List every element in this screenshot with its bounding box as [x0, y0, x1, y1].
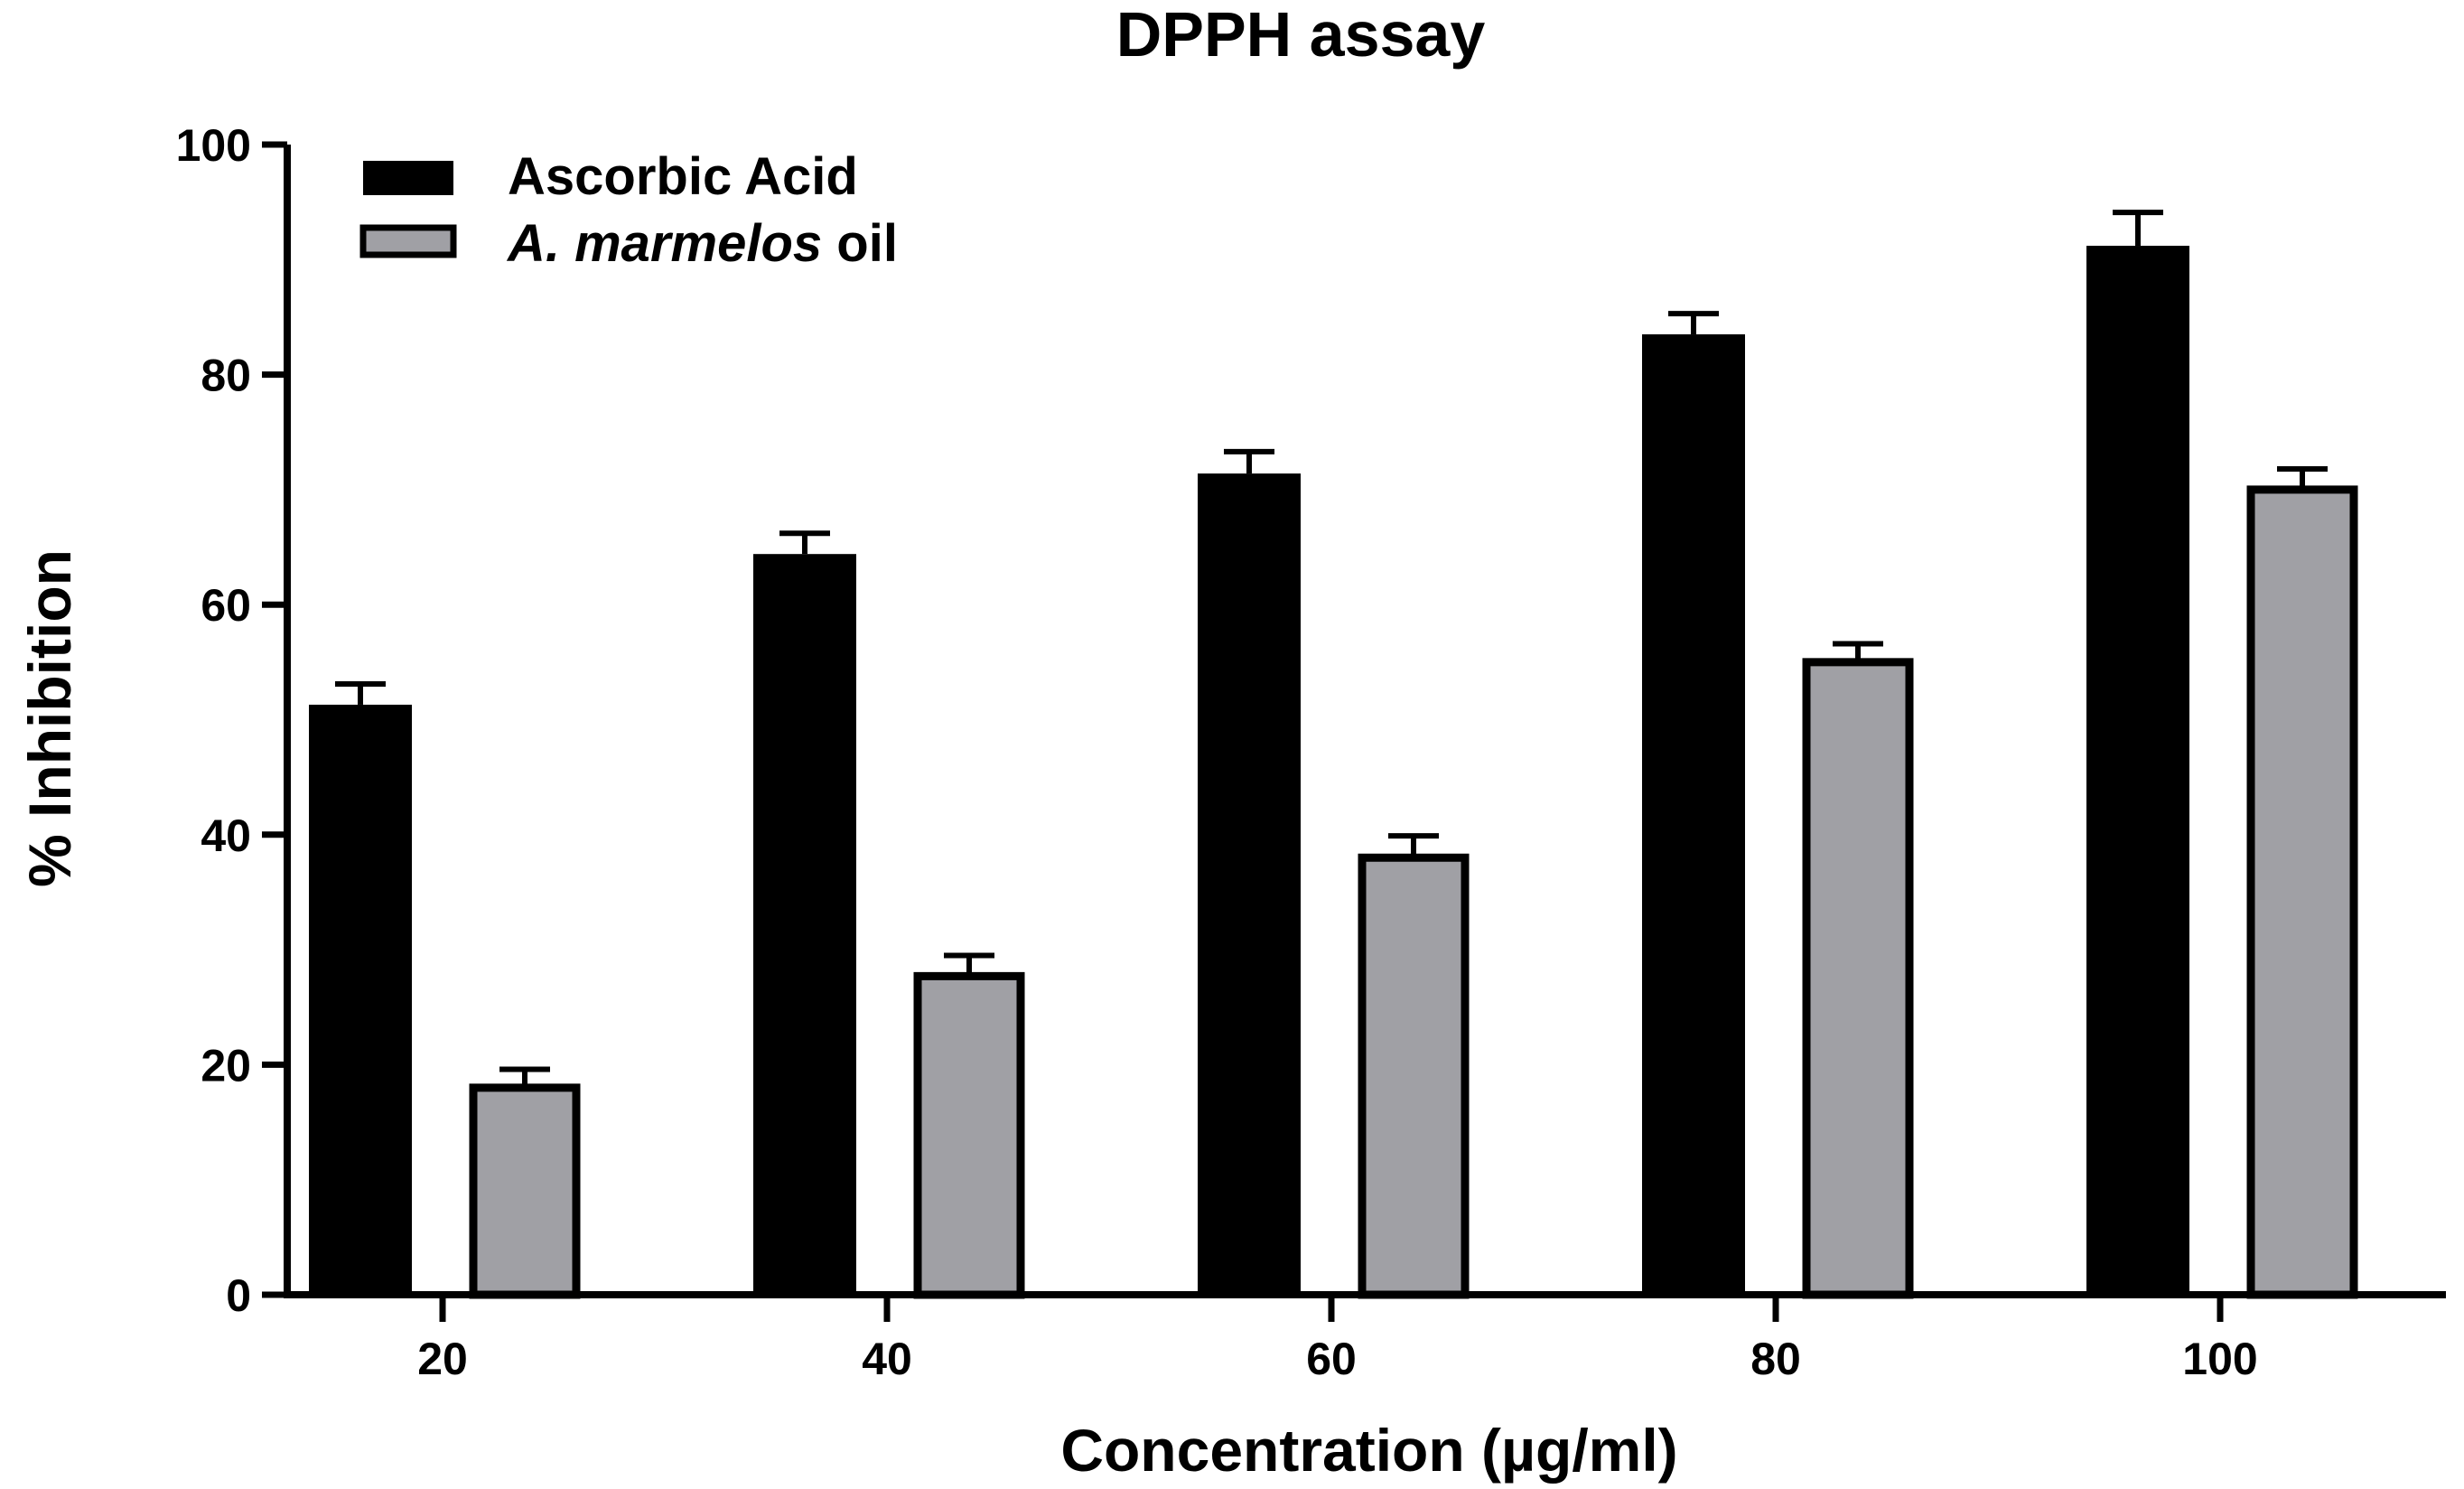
x-tick-label: 40 [862, 1334, 912, 1384]
x-tick-label: 100 [2182, 1334, 2257, 1384]
legend-label-part: A. marmelos [506, 214, 822, 273]
plot-area: 0 20 40 60 80 100 20 40 60 80 100 [176, 120, 2446, 1384]
y-tick-label: 0 [226, 1270, 251, 1321]
bar-ascorbic-acid-100 [2086, 246, 2189, 1296]
legend-label-part: oil [822, 214, 898, 273]
legend-swatch-a-marmelos-oil [359, 224, 457, 258]
y-tick-label: 80 [201, 351, 251, 401]
legend-label-ascorbic-acid: Ascorbic Acid [508, 147, 858, 206]
y-axis-label: % Inhibition [16, 549, 83, 887]
bar-a-marmelos-oil-80 [1802, 658, 1914, 1299]
y-tick-label: 20 [201, 1040, 251, 1091]
x-tick-label: 20 [417, 1334, 468, 1384]
legend-swatch-ascorbic-acid [363, 161, 453, 195]
bar-a-marmelos-oil-40 [913, 971, 1025, 1299]
y-tick-label: 60 [201, 580, 251, 631]
bar-a-marmelos-oil-60 [1358, 853, 1470, 1299]
legend-label-part: Ascorbic Acid [508, 147, 858, 206]
chart-title: DPPH assay [1116, 0, 1486, 70]
bar-ascorbic-acid-20 [309, 704, 412, 1295]
bar-a-marmelos-oil-20 [469, 1083, 581, 1299]
legend-label-a-marmelos-oil: A. marmelos oil [506, 214, 898, 273]
bar-ascorbic-acid-40 [753, 554, 856, 1295]
y-tick-label: 40 [201, 810, 251, 861]
x-tick-label: 80 [1750, 1334, 1801, 1384]
y-tick-label: 100 [176, 120, 251, 171]
x-tick-label: 60 [1306, 1334, 1357, 1384]
bar-ascorbic-acid-60 [1198, 473, 1301, 1295]
legend: Ascorbic Acid A. marmelos oil [359, 147, 898, 273]
x-axis-label: Concentration (µg/ml) [1060, 1417, 1677, 1484]
bar-a-marmelos-oil-100 [2246, 485, 2358, 1299]
bar-ascorbic-acid-80 [1642, 334, 1745, 1295]
